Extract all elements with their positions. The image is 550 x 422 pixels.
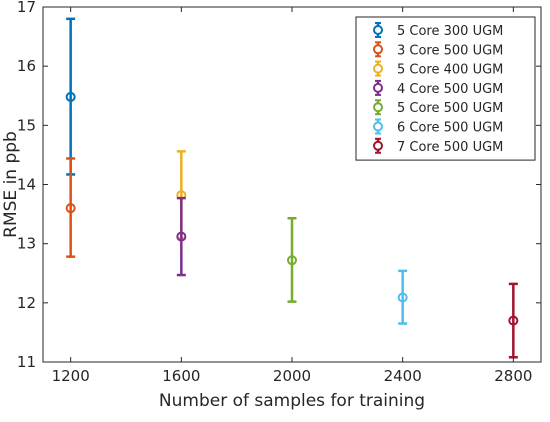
legend-item: 3 Core 500 UGM [373,41,503,58]
y-tick-label: 17 [17,0,36,16]
x-tick-label: 2400 [384,367,422,385]
axes: 1200 1600 2000 2400 2800 11 12 13 14 15 16 17 [17,0,542,385]
legend-item: 4 Core 500 UGM [373,79,503,97]
legend: 5 Core 300 UGM 3 Core 500 UGM 5 Core 400 U… [355,16,536,161]
y-axis-title: RMSE in ppb [1,131,21,238]
data-marker [287,255,297,266]
y-tick-label: 11 [17,353,36,371]
legend-label: 5 Core 400 UGM [397,63,503,78]
data-point [65,157,76,258]
legend-box [355,16,536,161]
data-point [65,17,76,176]
y-tick-label: 15 [17,116,36,134]
y-tick-label: 14 [17,176,36,194]
plot-area [65,17,519,359]
x-tick-label: 1200 [52,367,90,385]
legend-marker-icon [373,82,383,93]
data-marker [508,315,519,326]
x-tick-label: 1600 [162,367,200,385]
x-axis-title: Number of samples for training [159,391,425,411]
legend-item: 5 Core 500 UGM [373,99,503,116]
data-marker [397,292,408,303]
legend-label: 6 Core 500 UGM [397,121,503,136]
data-marker [176,231,187,242]
legend-marker-icon [373,121,383,132]
legend-marker-icon [373,25,383,35]
y-tick-label: 12 [17,294,36,312]
data-marker [65,203,76,214]
legend-marker-icon [373,44,383,55]
y-tick-label: 13 [17,235,36,253]
data-point [287,216,297,303]
legend-item: 5 Core 400 UGM [373,60,503,78]
x-tick-label: 2000 [273,367,311,385]
data-point [397,269,408,325]
data-point [508,282,519,359]
legend-label: 4 Core 500 UGM [397,82,503,97]
data-point [176,196,187,277]
legend-marker-icon [373,102,383,113]
legend-label: 3 Core 500 UGM [397,43,503,58]
legend-item: 5 Core 300 UGM [373,22,503,39]
x-tick-label: 2800 [494,367,532,385]
legend-label: 5 Core 500 UGM [397,101,503,116]
legend-item: 6 Core 500 UGM [373,118,503,136]
legend-marker-icon [373,63,383,74]
y-tick-label: 16 [17,57,36,75]
legend-label: 5 Core 300 UGM [397,24,503,39]
data-marker [65,91,76,102]
legend-item: 7 Core 500 UGM [373,137,503,155]
legend-marker-icon [373,140,383,151]
legend-label: 7 Core 500 UGM [397,140,503,155]
